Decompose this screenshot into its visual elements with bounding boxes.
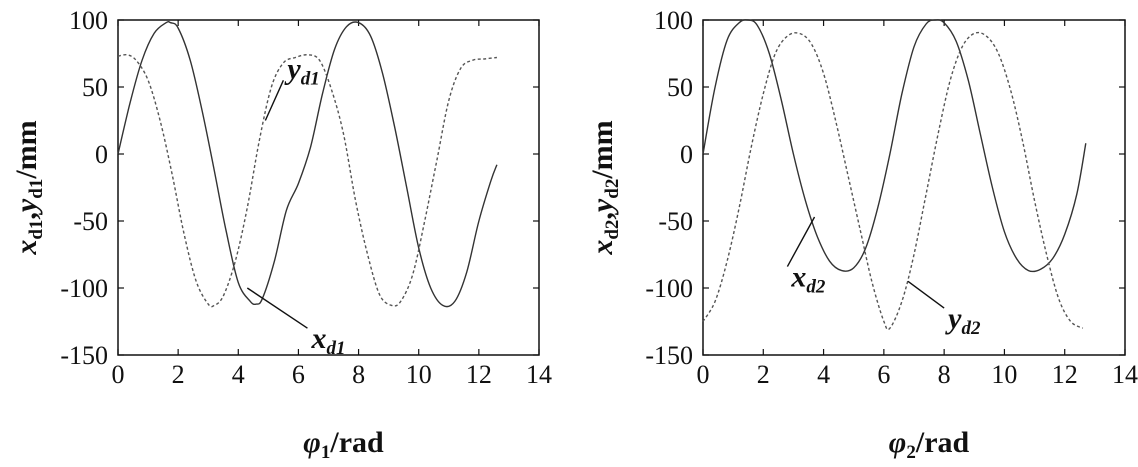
y-tick-label: -50 [658,207,693,236]
x-tick-label: 12 [1052,360,1078,389]
x-tick-label: 2 [172,360,185,389]
x-tick-label: 0 [112,360,125,389]
x-tick-label: 0 [697,360,710,389]
y-tick-label: 50 [667,73,693,102]
y-tick-label: -100 [60,274,108,303]
annotation-leader-yd2 [907,280,945,309]
x-tick-label: 6 [877,360,890,389]
series-line-yd2 [702,31,1084,331]
annotation-leader-xd2 [786,216,816,267]
y-tick-label: 100 [654,6,693,35]
annotation-label-yd2: yd2 [945,302,981,339]
x-tick-label: 12 [466,360,492,389]
series-line-xd1 [117,20,498,308]
x-tick-label: 14 [1112,360,1138,389]
annotation-label-xd2: xd2 [790,261,826,298]
y-tick-label: -150 [60,341,108,370]
x-tick-label: 8 [938,360,951,389]
plot-frame [702,19,1126,356]
x-tick-label: 10 [406,360,432,389]
y-axis-label: xd2,yd2/mm [586,120,623,255]
annotation-label-xd1: xd1 [310,322,345,359]
chart-2: 0 2 4 6 8 10 12 14 100 50 0 -50 -100 -150 xd2 yd2 φ2/rad… [586,6,1138,463]
annotation-leader-xd1 [246,287,308,329]
x-axis-label: φ1/rad [303,426,384,463]
y-tick-label: -150 [645,341,693,370]
annotation-label-yd1: yd1 [284,52,319,89]
x-tick-label: 10 [991,360,1017,389]
y-tick-label: 100 [69,6,108,35]
y-tick-label: 0 [95,140,108,169]
x-tick-label: 14 [526,360,552,389]
y-tick-label: -100 [645,274,693,303]
x-tick-label: 4 [817,360,830,389]
y-tick-label: -50 [73,207,108,236]
x-tick-label: 4 [232,360,245,389]
series-line-xd2 [702,19,1087,273]
series-line-yd1 [117,53,497,308]
annotation-leader-yd1 [264,80,285,121]
x-tick-label: 8 [352,360,365,389]
chart-1: 0 2 4 6 8 10 12 14 100 50 0 -50 -100 -150 yd1 xd1 φ1/rad… [10,6,552,463]
y-tick-label: 50 [82,73,108,102]
plot-frame [117,19,540,356]
x-tick-label: 2 [757,360,770,389]
y-axis-label: xd1,yd1/mm [10,120,47,255]
x-axis-label: φ2/rad [889,426,970,463]
y-tick-label: 0 [680,140,693,169]
x-tick-label: 6 [292,360,305,389]
